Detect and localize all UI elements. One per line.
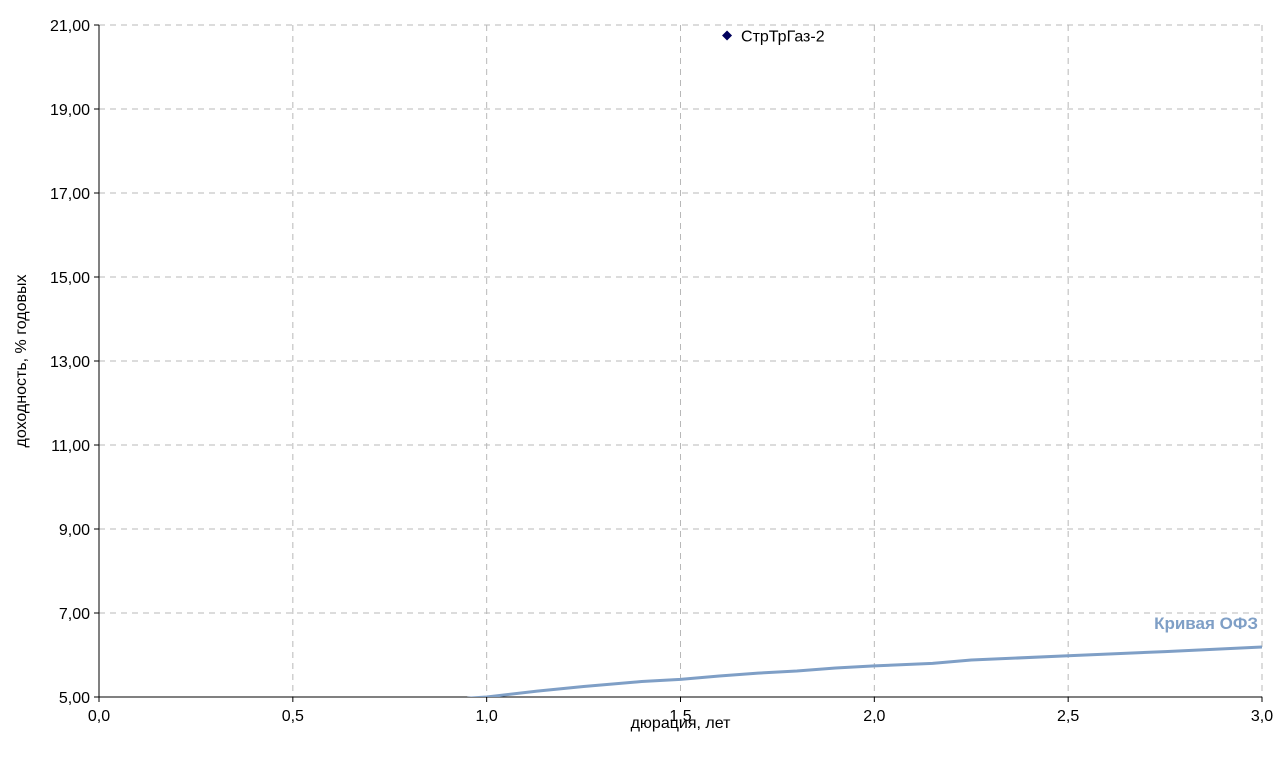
series-line-ofz [467, 645, 1262, 697]
series-layer: Кривая ОФЗ СтрТрГаз-2 [467, 29, 1262, 697]
y-ticks: 5,00 7,00 9,00 11,00 13,00 15,00 17,00 19,00 21,… [50, 18, 99, 707]
y-tick-label: 19,00 [50, 102, 90, 119]
x-tick-label: 2,0 [863, 708, 885, 725]
y-tick-label: 7,00 [59, 606, 90, 623]
y-tick-label: 5,00 [59, 690, 90, 707]
y-tick-label: 15,00 [50, 270, 90, 287]
x-tick-label: 2,5 [1057, 708, 1079, 725]
scatter-point-strtrgaz [722, 30, 733, 41]
x-tick-label: 3,0 [1251, 708, 1273, 725]
y-tick-label: 17,00 [50, 186, 90, 203]
x-tick-label: 0,0 [88, 708, 110, 725]
x-axis-title: дюрация, лет [631, 715, 731, 732]
y-tick-label: 11,00 [51, 438, 90, 455]
x-tick-label: 1,5 [669, 708, 691, 725]
point-label-strtrgaz: СтрТрГаз-2 [741, 29, 825, 46]
x-ticks: 0,0 0,5 1,0 1,5 2,0 2,5 3,0 [88, 697, 1273, 725]
y-tick-label: 13,00 [50, 354, 90, 371]
series-label-ofz: Кривая ОФЗ [1154, 614, 1258, 633]
grid [99, 24, 1263, 697]
y-tick-label: 21,00 [50, 18, 90, 35]
x-tick-label: 0,5 [282, 708, 304, 725]
y-axis-title: доходность, % годовых [13, 275, 30, 448]
x-tick-label: 1,0 [476, 708, 498, 725]
y-tick-label: 9,00 [59, 522, 90, 539]
